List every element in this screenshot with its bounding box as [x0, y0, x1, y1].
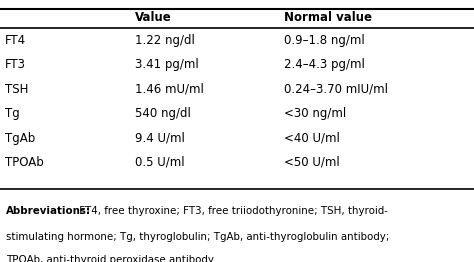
- Text: 2.4–4.3 pg/ml: 2.4–4.3 pg/ml: [284, 58, 365, 72]
- Text: 540 ng/dl: 540 ng/dl: [135, 107, 191, 120]
- Text: <30 ng/ml: <30 ng/ml: [284, 107, 346, 120]
- Text: FT4, free thyroxine; FT3, free triiodothyronine; TSH, thyroid-: FT4, free thyroxine; FT3, free triiodoth…: [76, 206, 388, 216]
- Text: TPOAb, anti-thyroid peroxidase antibody.: TPOAb, anti-thyroid peroxidase antibody.: [6, 255, 216, 262]
- Text: Abbreviations:: Abbreviations:: [6, 206, 91, 216]
- Text: TSH: TSH: [5, 83, 28, 96]
- Text: <50 U/ml: <50 U/ml: [284, 156, 340, 169]
- Text: FT3: FT3: [5, 58, 26, 72]
- Text: 1.22 ng/dl: 1.22 ng/dl: [135, 34, 195, 47]
- Text: stimulating hormone; Tg, thyroglobulin; TgAb, anti-thyroglobulin antibody;: stimulating hormone; Tg, thyroglobulin; …: [6, 232, 389, 242]
- Text: 1.46 mU/ml: 1.46 mU/ml: [135, 83, 204, 96]
- Text: 0.9–1.8 ng/ml: 0.9–1.8 ng/ml: [284, 34, 365, 47]
- Text: TPOAb: TPOAb: [5, 156, 44, 169]
- Text: FT4: FT4: [5, 34, 26, 47]
- Text: <40 U/ml: <40 U/ml: [284, 132, 340, 145]
- Text: 0.5 U/ml: 0.5 U/ml: [135, 156, 185, 169]
- Text: Normal value: Normal value: [284, 11, 373, 24]
- Text: 3.41 pg/ml: 3.41 pg/ml: [135, 58, 199, 72]
- Text: Tg: Tg: [5, 107, 19, 120]
- Text: TgAb: TgAb: [5, 132, 35, 145]
- Text: 0.24–3.70 mIU/ml: 0.24–3.70 mIU/ml: [284, 83, 388, 96]
- Text: Value: Value: [135, 11, 172, 24]
- Text: 9.4 U/ml: 9.4 U/ml: [135, 132, 185, 145]
